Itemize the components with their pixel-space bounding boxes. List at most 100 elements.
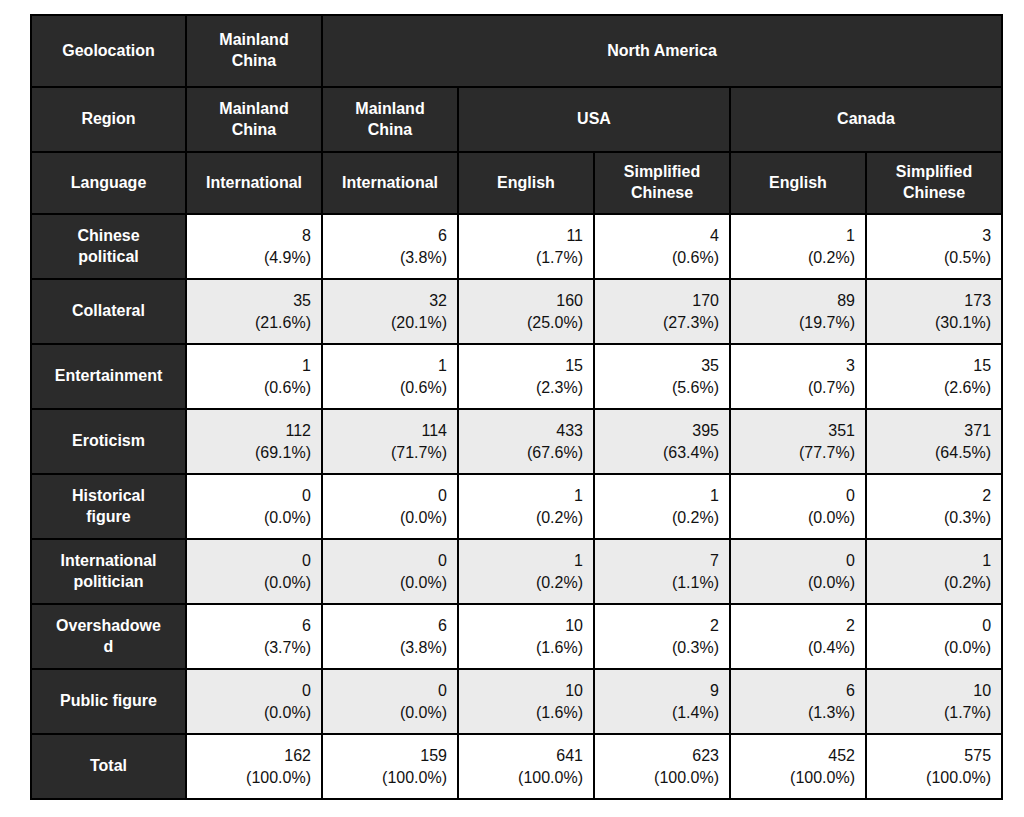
data-cell: 162(100.0%) — [186, 734, 322, 799]
cell-count: 1 — [469, 485, 583, 507]
cell-count: 6 — [741, 680, 855, 702]
cell-percent: (0.0%) — [197, 572, 311, 594]
geolocation-header: North America — [322, 15, 1002, 87]
data-cell: 11(1.7%) — [458, 214, 594, 279]
cell-count: 10 — [469, 615, 583, 637]
cell-count: 395 — [605, 420, 719, 442]
cell-count: 623 — [605, 745, 719, 767]
table-row: Eroticism112(69.1%)114(71.7%)433(67.6%)3… — [31, 409, 1002, 474]
row-label: International politician — [31, 539, 186, 604]
table-body: Chinese political8(4.9%)6(3.8%)11(1.7%)4… — [31, 214, 1002, 799]
cell-percent: (0.2%) — [469, 572, 583, 594]
cell-count: 1 — [877, 550, 991, 572]
data-cell: 35(21.6%) — [186, 279, 322, 344]
data-cell: 351(77.7%) — [730, 409, 866, 474]
data-cell: 89(19.7%) — [730, 279, 866, 344]
data-cell: 0(0.0%) — [186, 669, 322, 734]
table-row: International politician0(0.0%)0(0.0%)1(… — [31, 539, 1002, 604]
cell-count: 9 — [605, 680, 719, 702]
data-cell: 32(20.1%) — [322, 279, 458, 344]
language-corner-label: Language — [31, 152, 186, 214]
table-row: Public figure0(0.0%)0(0.0%)10(1.6%)9(1.4… — [31, 669, 1002, 734]
cell-count: 10 — [877, 680, 991, 702]
cell-percent: (3.8%) — [333, 637, 447, 659]
cell-percent: (100.0%) — [469, 767, 583, 789]
cell-percent: (30.1%) — [877, 312, 991, 334]
language-header: Simplified Chinese — [866, 152, 1002, 214]
cell-count: 1 — [333, 355, 447, 377]
category-distribution-table: GeolocationMainland ChinaNorth AmericaRe… — [30, 14, 1003, 800]
cell-count: 3 — [877, 225, 991, 247]
cell-percent: (3.8%) — [333, 247, 447, 269]
cell-percent: (0.3%) — [877, 507, 991, 529]
cell-count: 0 — [333, 485, 447, 507]
cell-percent: (0.4%) — [741, 637, 855, 659]
cell-percent: (5.6%) — [605, 377, 719, 399]
cell-count: 4 — [605, 225, 719, 247]
cell-percent: (20.1%) — [333, 312, 447, 334]
data-cell: 35(5.6%) — [594, 344, 730, 409]
data-cell: 112(69.1%) — [186, 409, 322, 474]
data-cell: 395(63.4%) — [594, 409, 730, 474]
cell-percent: (3.7%) — [197, 637, 311, 659]
cell-percent: (19.7%) — [741, 312, 855, 334]
cell-count: 1 — [469, 550, 583, 572]
cell-percent: (0.0%) — [877, 637, 991, 659]
table-head: GeolocationMainland ChinaNorth AmericaRe… — [31, 15, 1002, 214]
table-row: Overshadowed6(3.7%)6(3.8%)10(1.6%)2(0.3%… — [31, 604, 1002, 669]
table-row: Collateral35(21.6%)32(20.1%)160(25.0%)17… — [31, 279, 1002, 344]
cell-percent: (0.3%) — [605, 637, 719, 659]
row-label: Entertainment — [31, 344, 186, 409]
cell-count: 2 — [741, 615, 855, 637]
data-cell: 0(0.0%) — [866, 604, 1002, 669]
cell-percent: (2.6%) — [877, 377, 991, 399]
cell-count: 162 — [197, 745, 311, 767]
data-cell: 0(0.0%) — [186, 474, 322, 539]
cell-count: 0 — [333, 680, 447, 702]
region-corner-label: Region — [31, 87, 186, 152]
data-cell: 10(1.7%) — [866, 669, 1002, 734]
cell-percent: (63.4%) — [605, 442, 719, 464]
cell-count: 452 — [741, 745, 855, 767]
cell-percent: (0.6%) — [333, 377, 447, 399]
row-label: Collateral — [31, 279, 186, 344]
data-cell: 2(0.4%) — [730, 604, 866, 669]
cell-count: 0 — [333, 550, 447, 572]
cell-count: 0 — [741, 550, 855, 572]
region-header: USA — [458, 87, 730, 152]
data-cell: 1(0.2%) — [458, 474, 594, 539]
cell-percent: (0.6%) — [197, 377, 311, 399]
cell-count: 2 — [877, 485, 991, 507]
data-cell: 0(0.0%) — [322, 539, 458, 604]
data-cell: 9(1.4%) — [594, 669, 730, 734]
data-cell: 452(100.0%) — [730, 734, 866, 799]
data-cell: 6(1.3%) — [730, 669, 866, 734]
cell-count: 0 — [877, 615, 991, 637]
data-cell: 114(71.7%) — [322, 409, 458, 474]
region-header: Mainland China — [186, 87, 322, 152]
cell-percent: (100.0%) — [605, 767, 719, 789]
cell-count: 8 — [197, 225, 311, 247]
cell-percent: (0.2%) — [877, 572, 991, 594]
data-cell: 0(0.0%) — [186, 539, 322, 604]
cell-count: 1 — [741, 225, 855, 247]
cell-percent: (0.2%) — [741, 247, 855, 269]
data-cell: 170(27.3%) — [594, 279, 730, 344]
data-cell: 159(100.0%) — [322, 734, 458, 799]
table-row: Chinese political8(4.9%)6(3.8%)11(1.7%)4… — [31, 214, 1002, 279]
cell-count: 35 — [605, 355, 719, 377]
data-cell: 2(0.3%) — [594, 604, 730, 669]
data-cell: 623(100.0%) — [594, 734, 730, 799]
data-cell: 1(0.6%) — [322, 344, 458, 409]
cell-percent: (1.6%) — [469, 702, 583, 724]
cell-percent: (0.0%) — [197, 507, 311, 529]
cell-count: 89 — [741, 290, 855, 312]
data-cell: 641(100.0%) — [458, 734, 594, 799]
data-cell: 6(3.8%) — [322, 604, 458, 669]
region-header: Mainland China — [322, 87, 458, 152]
data-cell: 433(67.6%) — [458, 409, 594, 474]
language-header: English — [458, 152, 594, 214]
row-label: Chinese political — [31, 214, 186, 279]
data-cell: 10(1.6%) — [458, 669, 594, 734]
cell-percent: (1.6%) — [469, 637, 583, 659]
